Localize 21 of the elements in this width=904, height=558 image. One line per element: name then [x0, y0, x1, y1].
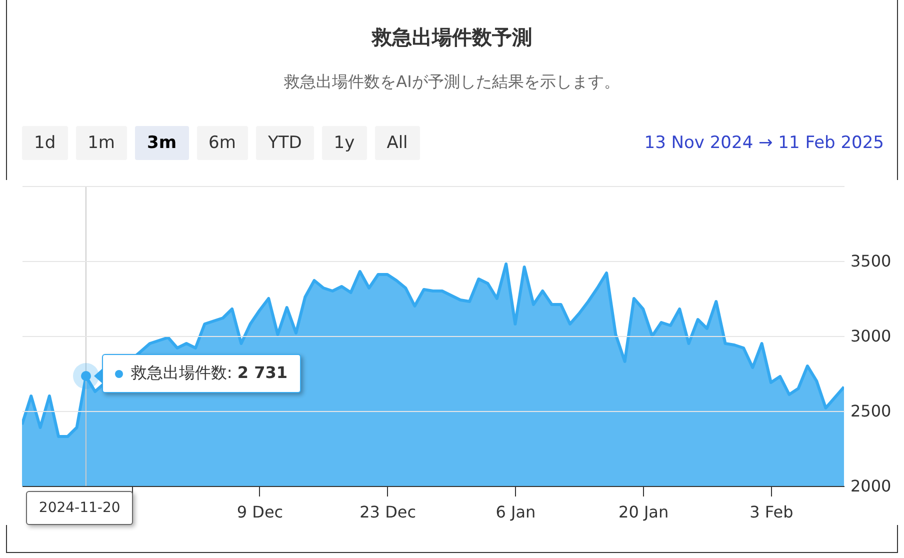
- range-button[interactable]: 3m: [135, 126, 189, 160]
- x-tick-label: 6 Jan: [496, 502, 536, 522]
- tooltip: 救急出場件数: 2 731: [102, 354, 301, 394]
- x-tick-label: 9 Dec: [236, 502, 284, 522]
- x-tick-label: 3 Feb: [750, 502, 794, 522]
- range-button[interactable]: 1y: [322, 126, 367, 160]
- text: 13 Nov 2024 → 11 Feb 2025: [644, 133, 884, 153]
- range-button[interactable]: 6m: [196, 126, 248, 160]
- y-tick-label: 3000: [850, 326, 892, 346]
- x-tick-label: 23 Dec: [360, 502, 416, 522]
- y-tick-label: 2500: [850, 402, 892, 420]
- range-button[interactable]: 1d: [22, 126, 68, 160]
- range-button[interactable]: 1m: [76, 126, 127, 160]
- y-tick-label: 2000: [850, 476, 892, 496]
- date-label: 2024-11-20: [26, 491, 134, 525]
- chart-title: 救急出場件数予測: [370, 24, 533, 51]
- range-button[interactable]: All: [374, 126, 420, 160]
- chart-subtitle: 救急出場件数をAIが予測した結果を示します。: [283, 72, 621, 93]
- x-tick-label: 20 Jan: [618, 502, 669, 522]
- range-button[interactable]: YTD: [256, 126, 314, 160]
- y-tick-label: 3500: [850, 252, 892, 270]
